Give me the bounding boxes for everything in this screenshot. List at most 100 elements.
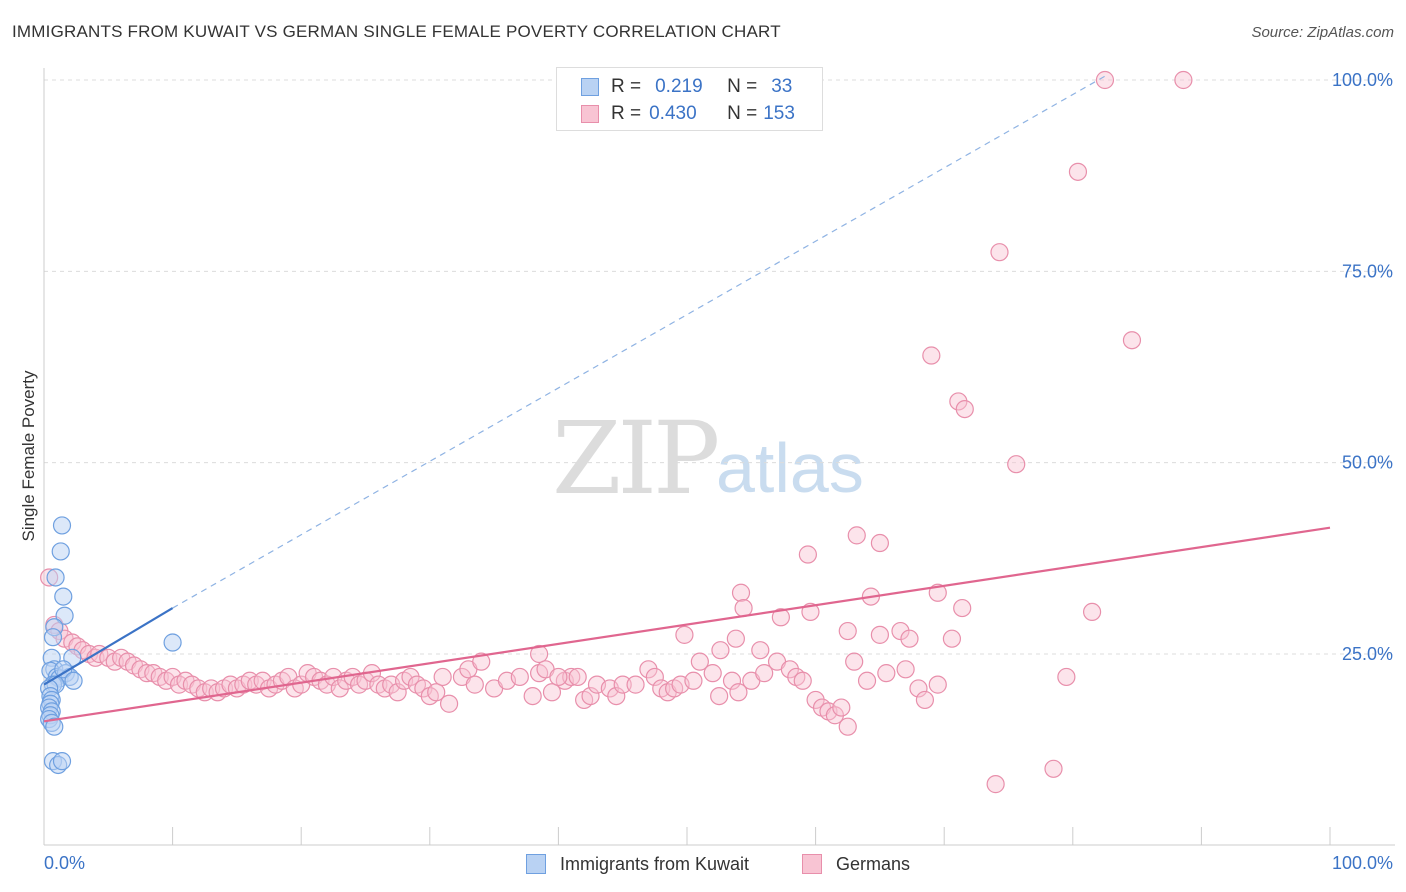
legend-swatch-germans	[581, 105, 599, 123]
data-point-germans	[711, 641, 730, 660]
y-tick-label: 100.0%	[1332, 70, 1393, 90]
legend-n-value-kuwait: 33	[771, 76, 793, 97]
legend-n-label: N =	[727, 76, 758, 97]
data-point-germans	[1057, 667, 1076, 687]
data-point-germans	[427, 683, 446, 702]
data-point-germans	[703, 664, 722, 683]
y-axis-label: Single Female Poverty	[19, 370, 38, 542]
data-point-germans	[870, 533, 890, 553]
data-point-germans	[955, 399, 974, 419]
data-point-germans	[731, 583, 751, 602]
legend-r-value-kuwait: 0.219	[655, 76, 703, 97]
legend-r-value-germans: 0.430	[649, 103, 697, 124]
data-point-germans	[986, 775, 1005, 794]
legend-n-label: N =	[727, 103, 758, 124]
data-point-germans	[465, 675, 484, 694]
data-point-germans	[439, 694, 459, 713]
bottom-swatch-germans	[802, 854, 822, 874]
data-point-germans	[877, 664, 896, 683]
data-point-germans	[675, 625, 694, 644]
data-point-germans	[1174, 70, 1193, 90]
data-point-germans	[1044, 759, 1063, 778]
data-point-germans	[771, 608, 790, 627]
data-point-germans	[928, 675, 947, 694]
data-point-kuwait	[163, 633, 182, 652]
y-tick-label: 75.0%	[1342, 261, 1393, 281]
data-point-germans	[838, 621, 857, 641]
data-point-kuwait	[43, 628, 63, 647]
data-point-germans	[510, 667, 529, 687]
data-point-germans	[953, 598, 972, 618]
data-point-germans	[726, 629, 745, 648]
data-point-kuwait	[52, 752, 72, 771]
data-point-germans	[832, 698, 851, 717]
bottom-legend-label-kuwait: Immigrants from Kuwait	[560, 853, 750, 874]
source-label: Source: ZipAtlas.com	[1251, 24, 1394, 41]
data-point-germans	[684, 671, 703, 690]
data-point-kuwait	[46, 568, 65, 587]
data-point-germans	[722, 671, 742, 690]
data-point-germans	[990, 243, 1009, 262]
data-point-germans	[909, 679, 928, 698]
data-point-germans	[798, 545, 817, 564]
data-point-germans	[915, 690, 935, 710]
data-point-germans	[549, 667, 568, 687]
data-point-kuwait	[45, 717, 64, 736]
data-point-kuwait	[64, 671, 83, 690]
data-point-germans	[472, 652, 491, 671]
data-point-germans	[1068, 162, 1088, 181]
data-point-germans	[845, 652, 864, 671]
data-point-germans	[1082, 602, 1102, 622]
data-point-germans	[626, 675, 645, 694]
bottom-swatch-kuwait	[526, 854, 546, 874]
data-point-germans	[1122, 331, 1142, 350]
data-point-germans	[896, 660, 915, 679]
data-point-kuwait	[52, 516, 72, 535]
data-point-germans	[922, 346, 941, 365]
data-point-germans	[645, 667, 664, 687]
data-point-kuwait	[55, 606, 74, 625]
legend-row-kuwait: R = 0.219 N = 33	[581, 74, 792, 100]
trend-line-kuwait-extrapolated	[172, 75, 1106, 609]
legend-row-germans: R = 0.430 N = 153	[581, 101, 795, 127]
trend-line-germans	[43, 526, 1331, 723]
data-point-germans	[710, 686, 729, 706]
data-point-germans	[751, 641, 770, 660]
chart-title: IMMIGRANTS FROM KUWAIT VS GERMAN SINGLE …	[12, 22, 781, 41]
y-tick-label: 50.0%	[1342, 453, 1393, 473]
data-point-germans	[847, 526, 866, 545]
x-tick-label: 100.0%	[1332, 853, 1393, 873]
legend-box: R = 0.219 N = 33 R = 0.430 N = 153	[556, 67, 823, 131]
data-point-germans	[433, 667, 452, 687]
data-point-kuwait	[54, 587, 73, 606]
data-point-germans	[857, 671, 877, 690]
bottom-legend-kuwait: Immigrants from Kuwait	[526, 852, 749, 876]
legend-r-label: R =	[611, 103, 642, 124]
legend-r-label: R =	[611, 76, 642, 97]
legend-swatch-kuwait	[581, 78, 599, 96]
data-point-germans	[1007, 455, 1026, 474]
y-tick-label: 25.0%	[1342, 644, 1393, 664]
data-point-germans	[729, 683, 748, 702]
trend-line-kuwait	[43, 607, 174, 686]
x-tick-label: 0.0%	[44, 853, 85, 873]
bottom-legend-label-germans: Germans	[836, 853, 911, 874]
data-point-germans	[530, 644, 549, 664]
data-point-germans	[942, 629, 962, 648]
data-point-germans	[562, 667, 581, 687]
data-point-germans	[613, 675, 632, 694]
data-point-germans	[870, 625, 890, 644]
data-point-germans	[581, 686, 600, 706]
data-point-germans	[900, 629, 919, 648]
data-point-germans	[838, 717, 857, 736]
watermark-zip: ZIP	[552, 400, 720, 517]
data-point-kuwait	[51, 542, 70, 561]
data-point-germans	[607, 686, 626, 706]
data-point-germans	[793, 671, 812, 690]
data-point-germans	[1095, 70, 1115, 90]
data-point-germans	[690, 652, 709, 671]
data-point-germans	[755, 664, 774, 683]
legend-n-value-germans: 153	[763, 103, 795, 124]
data-point-germans	[388, 683, 407, 702]
